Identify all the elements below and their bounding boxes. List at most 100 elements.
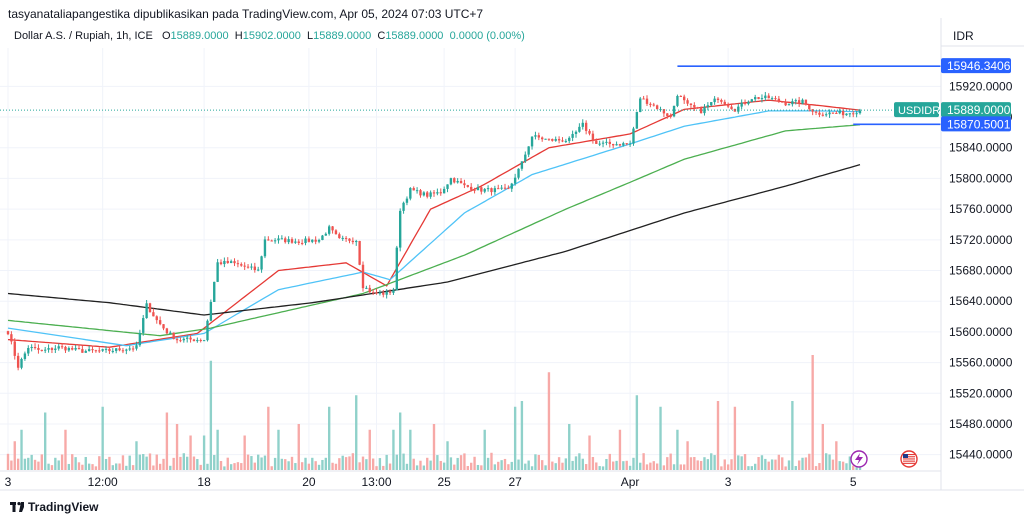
volume-bar bbox=[770, 459, 774, 470]
volume-bar bbox=[260, 457, 263, 470]
lower-level-tag bbox=[941, 116, 1011, 132]
ema-mid-line bbox=[7, 110, 861, 347]
candle-body bbox=[774, 98, 777, 100]
volume-bar bbox=[426, 457, 429, 470]
candle-body bbox=[158, 320, 162, 325]
volume-bar bbox=[257, 454, 260, 470]
volume-bar bbox=[290, 456, 294, 470]
candle-body bbox=[841, 110, 845, 116]
volume-bar bbox=[841, 461, 845, 470]
volume-bar bbox=[554, 463, 557, 470]
symbol-title[interactable]: Dollar A.S. / Rupiah, 1h, ICE bbox=[14, 30, 153, 42]
volume-bar bbox=[601, 466, 605, 470]
candle-body bbox=[219, 262, 223, 265]
candle-body bbox=[520, 161, 524, 169]
x-tick-label: 25 bbox=[437, 475, 451, 489]
candle-body bbox=[858, 110, 862, 114]
x-tick-label: 27 bbox=[508, 475, 522, 489]
volume-bar bbox=[388, 463, 392, 470]
volume-bar bbox=[223, 466, 226, 470]
volume-bar bbox=[804, 457, 808, 470]
candle-body bbox=[659, 109, 662, 111]
candle-body bbox=[588, 130, 591, 134]
candle-body bbox=[605, 141, 608, 143]
volume-bar bbox=[831, 459, 835, 470]
y-tick-label: 15480.0000 bbox=[949, 417, 1013, 431]
volume-bar bbox=[182, 453, 185, 470]
candle-body bbox=[706, 105, 710, 108]
candle-body bbox=[328, 226, 331, 234]
candle-body bbox=[243, 265, 246, 267]
volume-bar bbox=[710, 453, 713, 470]
candle-body bbox=[182, 338, 185, 341]
volume-bar bbox=[652, 461, 655, 470]
x-tick-label: 3 bbox=[5, 475, 12, 489]
volume-bar bbox=[6, 453, 10, 470]
volume-bar bbox=[608, 453, 611, 470]
y-tick-label: 15720.0000 bbox=[949, 233, 1013, 247]
volume-bar bbox=[689, 457, 693, 470]
candle-body bbox=[625, 143, 628, 145]
price-axis[interactable]: 15920.000015880.000015840.000015800.0000… bbox=[0, 18, 1024, 491]
time-axis[interactable]: 3 12:00 18 20 13:00 25 27 Apr 3 5 bbox=[5, 475, 857, 489]
volume-bar bbox=[304, 457, 307, 470]
candle-body bbox=[138, 332, 142, 346]
volume-bar bbox=[781, 457, 784, 470]
current-price-tag bbox=[941, 102, 1011, 118]
candle-body bbox=[267, 239, 270, 241]
volume-bar bbox=[172, 457, 175, 470]
candle-body bbox=[683, 96, 686, 101]
event-icons[interactable] bbox=[850, 450, 918, 468]
volume-bar bbox=[622, 461, 625, 470]
candle-body bbox=[192, 339, 196, 342]
candle-body bbox=[557, 139, 561, 141]
candle-body bbox=[591, 133, 595, 141]
candle-body bbox=[642, 98, 645, 100]
candle-body bbox=[415, 190, 419, 192]
candle-body bbox=[341, 237, 344, 239]
high-value: 15902.0000 bbox=[242, 30, 301, 42]
candle-body bbox=[507, 187, 510, 189]
volume-bar bbox=[595, 462, 598, 470]
volume-bar bbox=[375, 466, 378, 470]
volume-bar bbox=[280, 458, 284, 470]
volume-bar bbox=[754, 463, 757, 470]
volume-bar bbox=[615, 460, 618, 470]
volume-bar bbox=[111, 465, 114, 470]
candle-body bbox=[64, 346, 67, 351]
volume-bar bbox=[135, 441, 138, 470]
candle-body bbox=[371, 292, 375, 294]
candle-body bbox=[693, 105, 696, 108]
volume-bar bbox=[808, 453, 811, 470]
candle-body bbox=[787, 104, 791, 106]
candle-body bbox=[246, 266, 250, 268]
volume-bar bbox=[787, 460, 791, 470]
candle-body bbox=[172, 332, 175, 340]
volume-bar bbox=[189, 435, 192, 470]
candle-body bbox=[199, 339, 202, 341]
volume-bar bbox=[199, 464, 202, 470]
candle-body bbox=[825, 114, 828, 116]
close-value: 15889.0000 bbox=[385, 30, 444, 42]
volume-bar bbox=[30, 454, 33, 470]
candle-body bbox=[287, 239, 290, 243]
x-tick-label: 5 bbox=[850, 475, 857, 489]
volume-bar bbox=[446, 441, 449, 470]
volume-bar bbox=[818, 463, 821, 470]
close-label: C bbox=[377, 30, 386, 42]
low-value: 15889.0000 bbox=[313, 30, 372, 42]
horizontal-lines[interactable] bbox=[0, 65, 941, 126]
flag-canton bbox=[903, 454, 908, 458]
volume-bar bbox=[54, 457, 57, 470]
candle-body bbox=[257, 269, 260, 271]
candle-body bbox=[544, 138, 547, 140]
volume-bar bbox=[703, 457, 706, 470]
candle-body bbox=[277, 238, 280, 241]
candle-body bbox=[54, 348, 57, 350]
candle-body bbox=[855, 113, 858, 115]
volume-bar bbox=[273, 457, 277, 470]
volume-bar bbox=[331, 462, 334, 470]
y-tick-label: 15920.0000 bbox=[949, 79, 1013, 93]
candle-body bbox=[432, 192, 436, 194]
